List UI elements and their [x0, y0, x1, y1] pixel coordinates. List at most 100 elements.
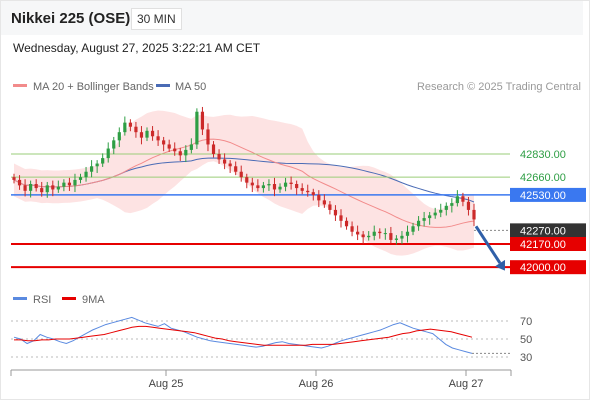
candle-body-36	[211, 144, 216, 154]
candle-body-13	[84, 171, 88, 178]
candle-body-43	[250, 182, 254, 186]
candle-31	[184, 145, 188, 163]
candle-body-71	[405, 231, 410, 236]
candle-5	[40, 181, 44, 197]
candle-78	[444, 202, 448, 216]
candle-13	[84, 166, 88, 182]
candle-59	[339, 209, 343, 228]
candle-body-77	[439, 209, 443, 213]
candle-body-4	[34, 184, 38, 189]
candle-7	[51, 180, 55, 197]
candle-body-75	[428, 215, 432, 219]
candle-80	[455, 190, 459, 207]
candles	[12, 106, 476, 245]
candle-49	[283, 177, 288, 192]
candle-54	[311, 188, 315, 201]
candle-body-53	[306, 190, 310, 193]
candle-63	[361, 231, 365, 244]
candle-51	[295, 180, 299, 195]
ma50-legend-swatch	[156, 84, 170, 87]
candle-body-61	[350, 226, 354, 232]
candle-67	[383, 228, 387, 240]
candle-64	[367, 231, 371, 241]
level-label-0: 42830.00	[520, 149, 566, 161]
candle-27	[162, 136, 166, 152]
level-tag-3	[510, 223, 586, 238]
candle-body-7	[51, 185, 55, 190]
candle-25	[150, 126, 155, 141]
candle-body-34	[200, 111, 205, 130]
candle-52	[300, 183, 304, 195]
ma20-line	[13, 138, 475, 228]
candle-9	[62, 179, 66, 192]
candle-body-8	[56, 186, 60, 190]
level-tag-4	[510, 237, 586, 251]
candle-body-33	[195, 111, 199, 145]
target-arrowhead	[494, 259, 506, 271]
rsi-ma-line	[14, 325, 473, 346]
candle-4	[34, 179, 38, 192]
timeframe-button[interactable]: 30 MIN	[131, 8, 182, 30]
candle-69	[394, 235, 399, 245]
candle-15	[95, 160, 99, 173]
candle-body-54	[311, 192, 315, 195]
candle-body-16	[101, 158, 105, 164]
candle-body-67	[383, 233, 387, 235]
candle-body-73	[416, 220, 421, 227]
level-label-1: 42660.00	[520, 172, 566, 184]
ma20-legend-label: MA 20 + Bollinger Bands	[33, 81, 154, 93]
x-tick-label-2: Aug 27	[449, 378, 484, 390]
candle-body-72	[411, 226, 415, 232]
level-label-3: 42270.00	[520, 225, 566, 237]
candle-body-39	[228, 163, 232, 167]
candle-24	[145, 127, 149, 142]
candle-41	[239, 165, 243, 182]
level-label-5: 42000.00	[520, 262, 566, 274]
candle-body-32	[189, 144, 193, 150]
candle-39	[228, 160, 232, 173]
candle-body-65	[372, 231, 376, 236]
candle-body-82	[466, 201, 471, 210]
candle-body-35	[206, 129, 210, 145]
candle-body-57	[328, 204, 332, 210]
candle-70	[400, 231, 404, 245]
candle-body-47	[272, 184, 277, 190]
candle-32	[189, 138, 193, 154]
candle-body-11	[73, 179, 77, 186]
level-label-2: 42530.00	[520, 190, 566, 202]
candle-3	[29, 180, 33, 198]
candle-55	[317, 190, 321, 208]
candle-46	[267, 179, 271, 191]
candle-75	[428, 211, 432, 225]
candle-body-17	[106, 148, 110, 159]
candle-82	[466, 196, 471, 216]
instrument-title: Nikkei 225 (OSE)	[11, 10, 131, 27]
rsi-ma-legend-label: 9MA	[82, 294, 105, 306]
candle-11	[73, 173, 77, 193]
candle-73	[416, 216, 421, 231]
candle-35	[206, 123, 210, 152]
level-tag-2	[510, 187, 586, 202]
candle-62	[356, 225, 360, 241]
candle-44	[256, 179, 260, 192]
credit-label: Research © 2025 Trading Central	[417, 81, 581, 93]
candle-body-29	[173, 148, 177, 152]
candle-40	[234, 161, 238, 176]
candle-body-24	[145, 130, 149, 138]
rsi-ma-legend-swatch	[62, 297, 76, 300]
candle-body-25	[150, 130, 155, 137]
candle-body-0	[12, 177, 16, 180]
candle-48	[278, 183, 282, 193]
candle-74	[422, 211, 426, 227]
chart-header: Nikkei 225 (OSE) 30 MIN	[1, 1, 583, 35]
candle-33	[195, 108, 199, 149]
candle-56	[322, 194, 326, 208]
candle-10	[67, 177, 72, 191]
candle-body-81	[461, 196, 465, 202]
candle-47	[272, 177, 277, 197]
candle-61	[350, 221, 354, 237]
rsi-tick-label-0: 70	[520, 316, 532, 328]
candle-19	[117, 127, 121, 148]
candle-body-10	[67, 182, 72, 186]
